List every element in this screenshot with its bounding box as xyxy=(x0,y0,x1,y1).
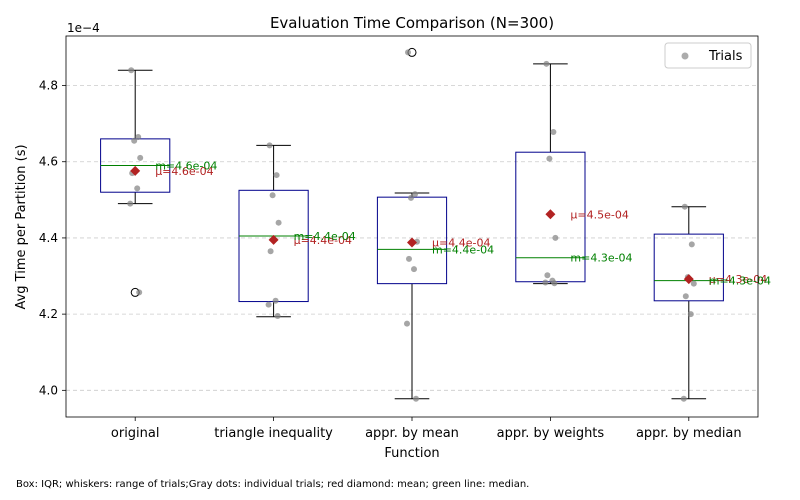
trial-dot xyxy=(269,192,276,199)
figure-caption: Box: IQR; whiskers: range of trials;Gray… xyxy=(16,479,530,490)
trial-dot xyxy=(681,203,688,210)
y-tick-label: 4.0 xyxy=(39,383,58,397)
box-group: μ=4.4e-04m=4.4e-04 xyxy=(376,47,494,402)
x-tick-label: appr. by mean xyxy=(365,426,459,441)
trial-dot xyxy=(408,194,414,201)
x-tick-label: appr. by median xyxy=(636,426,742,441)
mean-diamond xyxy=(268,234,279,245)
iqr-box xyxy=(653,233,724,302)
trial-dot xyxy=(680,395,687,402)
median-label: m=4.4e-04 xyxy=(294,230,356,243)
box-group: μ=4.5e-04 m=4.3e-04 xyxy=(515,60,633,287)
mean-diamond xyxy=(407,237,417,248)
mean-label: μ=4.3e-04 xyxy=(709,273,767,286)
y-tick-label: 4.2 xyxy=(39,307,58,321)
legend-trial-marker xyxy=(681,52,689,60)
x-tick-label: appr. by weights xyxy=(497,426,605,441)
mean-label: μ=4.6e-04 xyxy=(155,165,213,178)
box-group: μ=4.6e-04m=4.6e-04 xyxy=(100,67,217,297)
trial-dot xyxy=(687,311,694,318)
trial-dot xyxy=(551,280,558,287)
trial-dot xyxy=(273,172,280,179)
x-tick-label: triangle inequality xyxy=(214,426,333,441)
trial-dot xyxy=(411,266,417,273)
trial-dot xyxy=(544,272,551,279)
trial-dot xyxy=(265,301,272,308)
trial-dot xyxy=(134,185,141,192)
legend-label-trials: Trials xyxy=(708,49,743,64)
x-axis-label: Function xyxy=(384,446,439,461)
median-label: m=4.3e-04 xyxy=(570,252,632,265)
median-label: m=4.4e-04 xyxy=(432,243,494,256)
box-group: μ=4.3e-04m=4.3e-04 xyxy=(653,203,771,402)
trial-dot xyxy=(274,313,281,320)
median-label: m=4.6e-04 xyxy=(155,160,217,173)
trial-dot xyxy=(405,49,411,56)
y-tick-label: 4.6 xyxy=(39,155,58,169)
trial-dot xyxy=(688,241,695,248)
trial-dot xyxy=(135,133,142,140)
mean-diamond xyxy=(130,165,141,176)
boxes-layer: μ=4.6e-04m=4.6e-04μ=4.4e-04m=4.4e-04 μ=4.… xyxy=(100,47,771,402)
mean-label: μ=4.5e-04 xyxy=(570,208,628,221)
trial-dot xyxy=(266,142,273,149)
trial-dot xyxy=(550,129,557,136)
y-tick-label: 4.4 xyxy=(39,231,58,245)
trial-dot xyxy=(413,395,419,402)
trial-dot xyxy=(690,280,697,287)
trial-dot xyxy=(543,60,550,67)
trial-dot xyxy=(137,154,144,161)
axes-layer: 4.0 4.2 4.4 4.6 4.8 original triangle inequali… xyxy=(39,35,759,441)
trial-dot xyxy=(682,293,689,300)
x-tick-label: original xyxy=(111,426,160,441)
trial-dot xyxy=(272,297,279,304)
trial-dot xyxy=(552,234,559,241)
mean-diamond xyxy=(683,274,694,285)
legend: Trials xyxy=(664,42,752,69)
plot-frame xyxy=(65,35,759,418)
trial-dot xyxy=(275,219,282,226)
trial-dot xyxy=(404,320,410,327)
y-tick-label: 4.8 xyxy=(39,79,58,93)
y-axis-label: Avg Time per Partition (s) xyxy=(14,144,29,309)
chart-title: Evaluation Time Comparison (N=300) xyxy=(270,14,554,32)
mean-diamond xyxy=(545,209,556,220)
y-offset-label: 1e−4 xyxy=(67,21,100,35)
mean-label: μ=4.4e-04 xyxy=(432,237,490,250)
trial-dot xyxy=(412,191,418,198)
trial-dot xyxy=(546,155,553,162)
trial-dot xyxy=(406,255,412,262)
trial-dot xyxy=(131,137,138,144)
box-group: μ=4.4e-04m=4.4e-04 xyxy=(238,142,356,320)
trial-dot xyxy=(542,279,549,286)
mean-label: μ=4.4e-04 xyxy=(294,234,352,247)
trial-dot xyxy=(127,200,134,207)
median-label: m=4.3e-04 xyxy=(709,275,771,288)
trial-dot xyxy=(128,67,135,74)
legend-frame xyxy=(664,42,752,69)
trial-dot xyxy=(267,248,274,255)
trial-dot xyxy=(136,289,143,296)
